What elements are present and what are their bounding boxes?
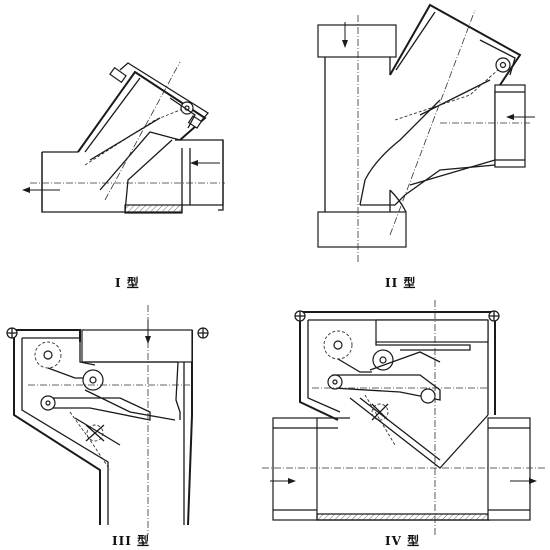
panel-label-type-3: III 型 — [112, 534, 151, 548]
type-2-centerline-axis — [389, 9, 476, 236]
type-2-side-inlet-pipe — [494, 84, 526, 168]
type-4-counterweight — [323, 330, 394, 373]
type-2-flow-arrow-in — [506, 114, 535, 120]
type-3-flange-bolt-right — [197, 327, 209, 339]
panel-label-type-4: IV 型 — [385, 534, 421, 548]
type-1-inclined-bonnet — [77, 62, 209, 213]
type-3-counterweight — [34, 341, 104, 391]
panel-type-1 — [22, 61, 225, 214]
type-4-horizontal-pipe — [272, 417, 531, 521]
type-3-flange-bolt-left — [6, 327, 18, 339]
type-2-flow-arrow-down — [342, 22, 348, 48]
panel-label-type-2: II 型 — [385, 276, 417, 290]
type-3-lever-arm — [40, 389, 176, 446]
type-4-flow-arrow-out — [510, 478, 537, 484]
panel-label-type-1: I 型 — [115, 276, 140, 290]
type-1-disc-assembly — [84, 97, 196, 166]
type-3-housing — [12, 329, 205, 526]
panel-type-2 — [317, 3, 535, 262]
type-4-bonnet — [299, 311, 496, 469]
type-3-disc — [69, 411, 111, 471]
type-1-flow-arrow-out — [22, 187, 60, 193]
type-4-flange-bolt-left — [294, 310, 306, 322]
type-3-flow-arrow-down — [145, 320, 151, 344]
type-4-flange-bolt-right — [488, 310, 500, 322]
type-4-disc — [364, 394, 396, 446]
type-2-vertical-pipe — [317, 24, 407, 248]
type-4-lever-arm — [327, 351, 441, 404]
type-1-centerline-axis — [104, 61, 181, 201]
type-2-disc-assembly — [394, 39, 516, 121]
panel-type-4 — [262, 300, 545, 535]
type-1-flow-arrow-in — [190, 160, 220, 166]
type-4-flow-arrow-in — [270, 478, 296, 484]
panel-type-3 — [6, 305, 209, 535]
